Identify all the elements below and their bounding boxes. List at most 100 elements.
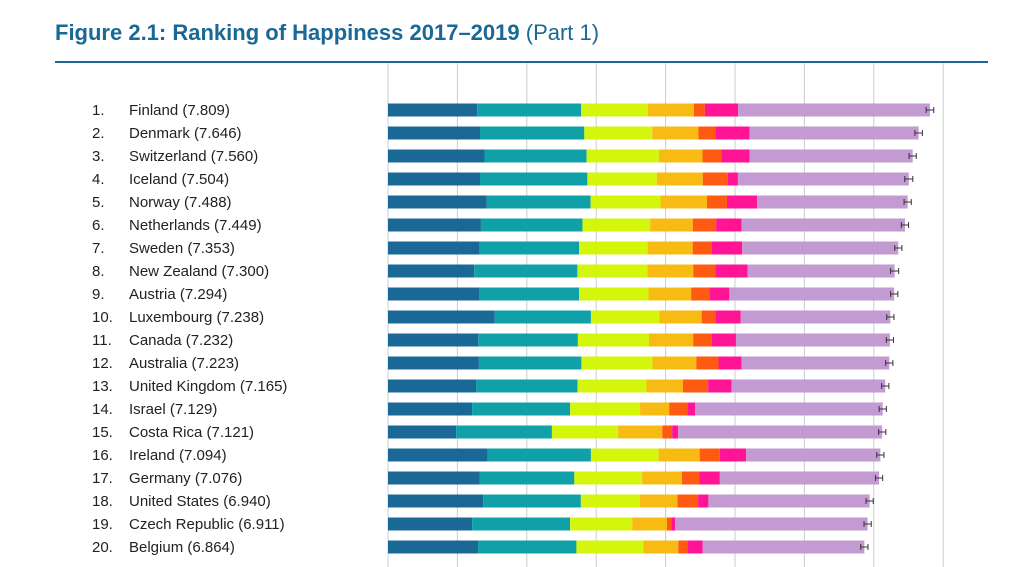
bar-segment [456,425,552,439]
bar-segment [698,126,716,140]
bar-segment [483,494,581,508]
bar-segment [480,126,585,140]
bar-segment [388,425,457,439]
figure-title-part: (Part 1) [525,20,600,45]
bar-segment [721,149,750,163]
bar-segment [738,103,930,117]
bar-segment [581,356,653,370]
bar-segment [677,494,699,508]
bar-segment [590,448,659,462]
bar-segment [576,540,644,554]
country-label: Austria (7.294) [129,286,227,303]
bar-segment [642,471,682,485]
bar-segment [494,310,591,324]
bar-segment [741,218,905,232]
bar-segment [656,172,703,186]
bar-segment [672,425,679,439]
bar-segment [388,241,480,255]
country-label: Netherlands (7.449) [129,217,262,234]
title-divider [55,61,988,63]
rank-number: 5. [92,194,105,211]
country-labels: 1. Finland (7.809) 2. Denmark (7.646) 3. Swit… [92,102,287,556]
bar-segment [478,540,577,554]
bar-segment [580,494,640,508]
bar-segment [388,333,479,347]
bar-segment [551,425,619,439]
bar-segment [577,379,647,393]
bar-segment [702,172,728,186]
bar-segment [711,333,736,347]
rank-number: 12. [92,355,113,372]
bar-segment [472,517,571,531]
bar-segment [577,333,649,347]
bar-segment [708,379,732,393]
stacked-bars [388,103,930,554]
bar-segment [388,195,487,209]
figure-title: Figure 2.1: Ranking of Happiness 2017–20… [55,20,599,46]
bar-segment [692,218,717,232]
bar-segment [715,310,741,324]
country-label: Czech Republic (6.911) [129,516,285,533]
country-label: Sweden (7.353) [129,240,235,257]
bar-segment [487,448,591,462]
bar-segment [570,517,633,531]
rank-number: 18. [92,493,113,510]
bar-segment [699,471,720,485]
bar-segment [582,218,651,232]
bar-segment [729,287,895,301]
bar-segment [715,126,750,140]
bar-segment [702,149,722,163]
bar-segment [480,172,588,186]
bar-segment [388,471,480,485]
bar-segment [646,379,683,393]
bar-segment [735,333,890,347]
bar-segment [479,471,575,485]
bar-segment [579,241,648,255]
bar-segment [652,126,699,140]
bar-segment [477,103,582,117]
bar-segment [718,356,742,370]
bar-segment [474,264,578,278]
bar-segment [660,195,708,209]
bar-segment [687,402,696,416]
country-label: Norway (7.488) [129,194,232,211]
rank-number: 6. [92,217,105,234]
bar-segment [388,494,484,508]
bar-segment [662,425,673,439]
bar-segment [678,425,883,439]
bar-segment [669,402,688,416]
rank-number: 14. [92,401,113,418]
bar-segment [708,494,870,508]
bar-segment [388,310,495,324]
error-bars [860,107,935,550]
bar-segment [702,540,865,554]
bar-segment [643,540,679,554]
bar-segment [632,517,667,531]
bar-segment [698,494,709,508]
rank-number: 15. [92,424,113,441]
bar-segment [639,494,678,508]
bar-segment [709,287,730,301]
bar-segment [478,333,578,347]
bar-segment [586,149,659,163]
country-label: New Zealand (7.300) [129,263,269,280]
country-label: Finland (7.809) [129,102,230,119]
bar-segment [659,310,702,324]
bar-segment [707,195,727,209]
country-label: Iceland (7.504) [129,171,229,188]
bar-segment [666,517,672,531]
country-label: United Kingdom (7.165) [129,378,287,395]
bar-segment [692,241,712,255]
country-label: Canada (7.232) [129,332,233,349]
rank-number: 7. [92,240,105,257]
bar-segment [581,103,648,117]
bar-segment [472,402,571,416]
bar-segment [652,356,697,370]
rank-number: 19. [92,516,113,533]
bar-segment [681,471,700,485]
country-label: Switzerland (7.560) [129,148,258,165]
bar-segment [678,540,688,554]
bar-segment [479,287,580,301]
bar-segment [687,540,703,554]
